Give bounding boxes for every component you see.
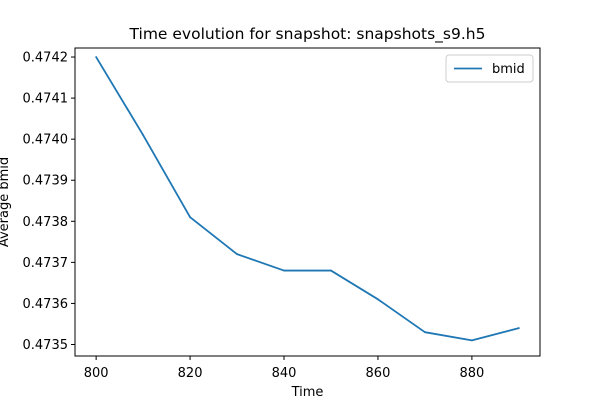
x-axis-ticks: 800 820 840 860 880 [84,356,484,381]
x-tick-label: 820 [178,366,203,381]
x-tick-label: 800 [84,366,109,381]
chart-title: Time evolution for snapshot: snapshots_s… [129,25,486,44]
y-tick-label: 0.4738 [23,215,69,230]
data-point [424,331,426,334]
data-point [330,269,332,272]
data-point [377,298,379,301]
legend-label-bmid: bmid [492,62,525,77]
y-tick-label: 0.4736 [23,297,69,312]
y-axis-label: Average bmid [0,157,12,247]
x-tick-label: 860 [366,366,391,381]
plot-area [74,47,541,357]
data-point [470,339,473,342]
x-tick-label: 840 [272,366,297,381]
data-point [142,134,145,136]
data-point [189,216,191,219]
x-axis-label: Time [291,385,324,400]
y-tick-label: 0.4741 [23,92,69,107]
x-tick-label: 880 [459,366,484,381]
y-tick-label: 0.4735 [23,338,69,353]
series-line-bmid [95,56,520,342]
legend-box [445,54,534,83]
y-tick-label: 0.4739 [23,174,69,189]
y-tick-label: 0.4742 [23,51,69,66]
series-layer [95,56,520,342]
y-tick-label: 0.4737 [23,256,69,271]
data-point [517,327,520,329]
y-tick-label: 0.4740 [23,133,69,148]
axes-frame [74,47,541,357]
data-point [95,56,98,58]
y-axis-ticks: 0.4735 0.4736 0.4737 0.4738 0.4739 0.4740 0.47… [23,51,75,353]
data-point [236,253,238,256]
legend: bmid [445,54,534,83]
data-point [283,269,285,272]
